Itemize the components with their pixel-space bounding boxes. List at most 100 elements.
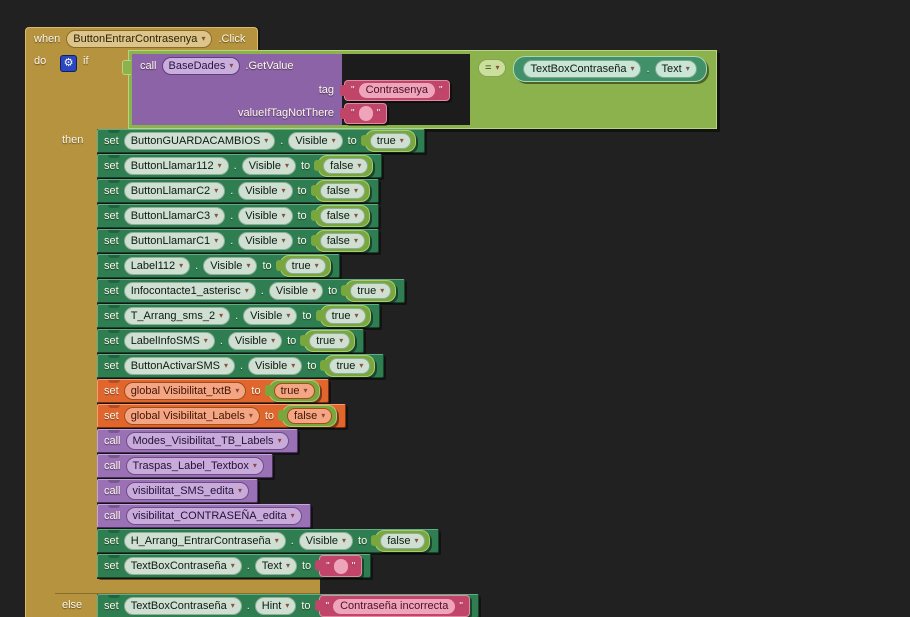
component-dropdown[interactable]: TextBoxContraseña ▾: [123, 597, 242, 615]
property-dropdown[interactable]: Hint ▾: [254, 597, 297, 615]
boolean-dropdown[interactable]: true ▾: [369, 133, 411, 149]
getter-property-dropdown[interactable]: Text ▾: [654, 60, 697, 78]
property-dropdown[interactable]: Visible ▾: [203, 257, 258, 275]
boolean-dropdown[interactable]: true ▾: [309, 333, 351, 349]
boolean-dropdown[interactable]: false ▾: [319, 183, 365, 199]
call-procedure-block[interactable]: call visibilitat_CONTRASEÑA_edita ▾: [97, 504, 311, 528]
property-dropdown[interactable]: Visible ▾: [238, 232, 293, 250]
property-dropdown[interactable]: Visible ▾: [298, 532, 354, 550]
component-dropdown[interactable]: Label112 ▾: [123, 257, 191, 275]
boolean-false-block[interactable]: false ▾: [310, 180, 370, 202]
boolean-true-block[interactable]: true ▾: [320, 355, 376, 377]
procedure-dropdown[interactable]: Traspas_Label_Textbox ▾: [125, 457, 264, 475]
component-dropdown[interactable]: T_Arrang_sms_2 ▾: [123, 307, 231, 325]
set-property-block[interactable]: set ButtonLlamar112 ▾. Visible ▾ to false ▾: [97, 154, 383, 178]
empty-string-field[interactable]: [333, 558, 348, 574]
component-dropdown[interactable]: LabelInfoSMS ▾: [123, 332, 215, 350]
if-block-header[interactable]: ⚙ if: [55, 50, 128, 129]
boolean-true-block[interactable]: true ▾: [300, 330, 356, 352]
empty-text-value-block[interactable]: " ": [315, 555, 363, 577]
empty-string-block[interactable]: " ": [339, 103, 388, 125]
set-property-block[interactable]: set H_Arrang_EntrarContraseña ▾. Visible ▾ to…: [97, 529, 440, 553]
boolean-dropdown[interactable]: false ▾: [319, 208, 365, 224]
component-dropdown[interactable]: ButtonGUARDACAMBIOS ▾: [123, 132, 276, 150]
boolean-dropdown[interactable]: false ▾: [380, 533, 426, 549]
boolean-dropdown[interactable]: false ▾: [319, 233, 365, 249]
boolean-true-block[interactable]: true ▾: [341, 280, 397, 302]
mutator-gear-icon[interactable]: ⚙: [60, 55, 77, 72]
variable-dropdown[interactable]: global Visibilitat_txtB ▾: [123, 382, 247, 400]
getvalue-call-block[interactable]: call BaseDades ▾ .GetValue: [132, 54, 342, 79]
procedure-dropdown[interactable]: visibilitat_SMS_edita ▾: [125, 482, 250, 500]
set-property-block[interactable]: set Label112 ▾. Visible ▾ to true ▾: [97, 254, 340, 278]
text-string-field[interactable]: Contraseña incorrecta: [333, 598, 456, 614]
property-dropdown[interactable]: Visible ▾: [238, 207, 293, 225]
else-section[interactable]: else: [55, 594, 97, 617]
equals-comparison-block[interactable]: call BaseDades ▾ .GetValue: [122, 50, 717, 129]
boolean-true-block[interactable]: true ▾: [360, 130, 416, 152]
component-dropdown[interactable]: H_Arrang_EntrarContraseña ▾: [123, 532, 286, 550]
variable-dropdown[interactable]: global Visibilitat_Labels ▾: [123, 407, 260, 425]
property-dropdown[interactable]: Visible ▾: [238, 182, 293, 200]
set-property-block[interactable]: set ButtonLlamarC3 ▾. Visible ▾ to false ▾: [97, 204, 379, 228]
equals-operator-dropdown[interactable]: = ▾: [478, 59, 507, 77]
do-section[interactable]: do: [25, 50, 55, 617]
component-dropdown[interactable]: ButtonLlamarC2 ▾: [123, 182, 226, 200]
boolean-true-block[interactable]: true ▾: [264, 380, 320, 402]
component-dropdown[interactable]: ButtonLlamarC1 ▾: [123, 232, 226, 250]
set-property-block[interactable]: set TextBoxContraseña ▾. Hint ▾ to " Contraseña…: [97, 594, 479, 617]
boolean-true-block[interactable]: true ▾: [275, 255, 331, 277]
component-dropdown[interactable]: ButtonActivarSMS ▾: [123, 357, 235, 375]
procedure-dropdown[interactable]: Modes_Visibilitat_TB_Labels ▾: [125, 432, 289, 450]
empty-string-field[interactable]: [358, 106, 373, 122]
when-event-block[interactable]: when ButtonEntrarContrasenya ▾ .Click do…: [25, 27, 717, 617]
then-section[interactable]: then: [55, 129, 97, 579]
call-procedure-block[interactable]: call Traspas_Label_Textbox ▾: [97, 454, 273, 478]
boolean-dropdown[interactable]: true ▾: [284, 258, 326, 274]
boolean-false-block[interactable]: false ▾: [310, 230, 370, 252]
property-dropdown[interactable]: Visible ▾: [243, 307, 298, 325]
getter-component-dropdown[interactable]: TextBoxContraseña ▾: [523, 60, 642, 78]
boolean-dropdown[interactable]: true ▾: [350, 283, 392, 299]
component-dropdown[interactable]: Infocontacte1_asterisc ▾: [123, 282, 256, 300]
set-property-block[interactable]: set LabelInfoSMS ▾. Visible ▾ to true ▾: [97, 329, 365, 353]
call-procedure-block[interactable]: call Modes_Visibilitat_TB_Labels ▾: [97, 429, 298, 453]
call-procedure-block[interactable]: call visibilitat_SMS_edita ▾: [97, 479, 259, 503]
component-dropdown[interactable]: TextBoxContraseña ▾: [123, 557, 242, 575]
component-dropdown[interactable]: ButtonLlamar112 ▾: [123, 157, 229, 175]
boolean-dropdown[interactable]: true ▾: [324, 308, 366, 324]
textbox-getter-block[interactable]: TextBoxContraseña ▾ . Text ▾: [513, 56, 707, 82]
property-dropdown[interactable]: Visible ▾: [241, 157, 296, 175]
component-dropdown[interactable]: ButtonLlamarC3 ▾: [123, 207, 226, 225]
store-component-dropdown[interactable]: BaseDades ▾: [161, 57, 241, 76]
set-property-block[interactable]: set TextBoxContraseña ▾. Text ▾ to " ": [97, 554, 372, 578]
text-string-field[interactable]: Contrasenya: [358, 83, 435, 99]
property-dropdown[interactable]: Visible ▾: [248, 357, 303, 375]
event-component-dropdown[interactable]: ButtonEntrarContrasenya ▾: [66, 30, 213, 48]
boolean-dropdown[interactable]: true ▾: [329, 358, 371, 374]
set-property-block[interactable]: set ButtonLlamarC2 ▾. Visible ▾ to false ▾: [97, 179, 379, 203]
boolean-dropdown[interactable]: false ▾: [287, 408, 333, 424]
boolean-false-block[interactable]: false ▾: [278, 405, 338, 427]
boolean-false-block[interactable]: false ▾: [314, 155, 374, 177]
set-property-block[interactable]: set ButtonGUARDACAMBIOS ▾. Visible ▾ to true ▾: [97, 129, 425, 153]
property-dropdown[interactable]: Visible ▾: [288, 132, 343, 150]
property-dropdown[interactable]: Text ▾: [254, 557, 297, 575]
boolean-true-block[interactable]: true ▾: [315, 305, 371, 327]
boolean-false-block[interactable]: false ▾: [371, 530, 431, 552]
set-property-block[interactable]: set Infocontacte1_asterisc ▾. Visible ▾ to tru…: [97, 279, 406, 303]
procedure-dropdown[interactable]: visibilitat_CONTRASEÑA_edita ▾: [125, 507, 302, 525]
set-variable-block[interactable]: set global Visibilitat_Labels ▾ to false ▾: [97, 404, 347, 428]
set-property-block[interactable]: set ButtonActivarSMS ▾. Visible ▾ to true ▾: [97, 354, 385, 378]
property-dropdown[interactable]: Visible ▾: [268, 282, 324, 300]
property-dropdown[interactable]: Visible ▾: [227, 332, 283, 350]
tag-text-block[interactable]: " Contrasenya ": [340, 80, 450, 102]
when-block-header[interactable]: when ButtonEntrarContrasenya ▾ .Click: [25, 27, 259, 50]
set-property-block[interactable]: set T_Arrang_sms_2 ▾. Visible ▾ to true ▾: [97, 304, 380, 328]
text-value-block[interactable]: " Contraseña incorrecta ": [314, 595, 470, 617]
set-variable-block[interactable]: set global Visibilitat_txtB ▾ to true ▾: [97, 379, 329, 403]
boolean-dropdown[interactable]: true ▾: [273, 383, 315, 399]
if-block[interactable]: ⚙ if call BaseDades ▾: [55, 50, 717, 617]
set-property-block[interactable]: set ButtonLlamarC1 ▾. Visible ▾ to false ▾: [97, 229, 379, 253]
